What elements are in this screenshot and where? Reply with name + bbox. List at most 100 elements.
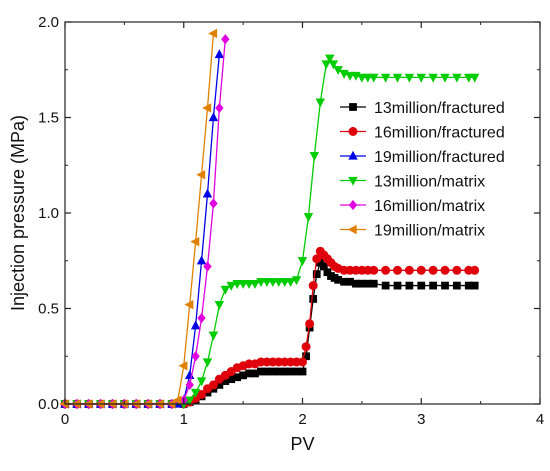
data-point-13million-fractured: [393, 281, 402, 290]
data-point-13million-matrix: [232, 280, 242, 289]
data-point-13million-matrix: [220, 285, 231, 295]
legend-marker: [348, 150, 358, 160]
data-point-13million-matrix: [285, 278, 296, 288]
x-tick-label: 0: [61, 411, 69, 428]
data-point-13million-matrix: [369, 73, 379, 83]
y-axis-label: Injection pressure (MPa): [8, 115, 28, 311]
data-point-16million-matrix: [197, 312, 206, 324]
data-point-13million-fractured: [381, 281, 390, 290]
data-point-16million-fractured: [312, 254, 322, 264]
data-point-16million-fractured: [404, 265, 414, 275]
data-point-13million-fractured: [470, 281, 479, 290]
data-point-13million-matrix: [262, 278, 272, 288]
data-point-13million-matrix: [309, 152, 320, 161]
data-point-13million-fractured: [312, 270, 321, 278]
data-point-13million-matrix: [291, 276, 302, 286]
data-point-13million-matrix: [244, 280, 254, 289]
data-point-13million-matrix: [416, 73, 426, 83]
data-point-13million-matrix: [274, 278, 284, 288]
data-point-16million-matrix: [203, 261, 212, 272]
series-line-16million-fractured: [65, 250, 475, 405]
data-point-16million-fractured: [305, 319, 315, 329]
data-point-16million-fractured: [416, 265, 426, 275]
data-point-19million-fractured: [190, 320, 201, 330]
data-point-13million-matrix: [268, 278, 278, 288]
data-point-13million-fractured: [369, 279, 378, 288]
x-tick-label: 3: [417, 411, 425, 428]
data-point-19million-fractured: [214, 49, 225, 59]
data-point-13million-matrix: [184, 396, 195, 406]
data-point-13million-matrix: [214, 301, 225, 310]
data-point-13million-matrix: [208, 331, 219, 341]
data-point-16million-fractured: [381, 265, 391, 275]
series-19million-fractured: [60, 49, 225, 408]
data-point-13million-fractured: [309, 295, 318, 303]
series-16million-fractured: [60, 246, 480, 409]
data-point-19million-matrix: [172, 395, 182, 405]
series-19million-matrix: [59, 28, 218, 409]
data-point-13million-fractured: [429, 281, 437, 290]
data-point-16million-fractured: [208, 380, 218, 390]
data-point-16million-fractured: [369, 265, 379, 275]
legend-marker: [348, 199, 358, 211]
data-point-13million-matrix: [250, 280, 260, 289]
data-point-16million-fractured: [301, 342, 311, 352]
data-point-19million-matrix: [208, 28, 218, 39]
data-point-13million-matrix: [404, 73, 415, 83]
x-axis-label: PV: [290, 434, 314, 454]
series-16million-matrix: [60, 34, 230, 410]
data-point-16million-matrix: [209, 198, 218, 209]
data-point-13million-matrix: [202, 358, 213, 368]
legend-label: 16million/fractured: [374, 125, 505, 142]
data-point-13million-matrix: [238, 280, 248, 289]
data-point-19million-matrix: [184, 299, 194, 310]
x-tick-label: 2: [298, 411, 306, 428]
data-point-19million-matrix: [190, 236, 200, 247]
data-point-16million-fractured: [428, 265, 438, 275]
x-tick-label: 4: [536, 411, 544, 428]
y-tick-label: 0.5: [38, 301, 59, 318]
data-point-16million-matrix: [191, 351, 200, 362]
y-tick-label: 2.0: [38, 14, 59, 31]
y-tick-label: 1.5: [38, 110, 59, 127]
data-point-13million-matrix: [392, 73, 403, 83]
data-point-13million-matrix: [190, 388, 201, 398]
series-line-19million-matrix: [65, 33, 215, 405]
data-point-19million-fractured: [202, 188, 213, 198]
legend-item-16million-fractured: 16million/fractured: [340, 125, 505, 142]
legend: 13million/fractured 16million/fractured 19…: [340, 100, 505, 240]
data-point-13million-fractured: [405, 281, 414, 290]
y-tick-label: 1.0: [38, 205, 59, 222]
data-point-13million-matrix: [428, 73, 438, 83]
data-point-13million-matrix: [297, 257, 308, 267]
legend-label: 13million/fractured: [374, 100, 505, 117]
data-point-19million-matrix: [202, 103, 212, 113]
data-point-13million-matrix: [315, 98, 326, 108]
legend-item-16million-matrix: 16million/matrix: [340, 198, 485, 215]
x-tick-label: 1: [180, 411, 188, 428]
legend-label: 13million/matrix: [374, 174, 485, 191]
data-point-19million-fractured: [208, 112, 219, 122]
data-point-16million-fractured: [297, 357, 307, 367]
series-line-16million-matrix: [65, 39, 226, 405]
data-point-13million-matrix: [357, 73, 367, 83]
data-point-16million-matrix: [185, 379, 194, 390]
data-point-13million-matrix: [196, 377, 207, 387]
data-point-13million-fractured: [417, 281, 426, 290]
data-point-16million-fractured: [440, 265, 450, 275]
data-point-13million-matrix: [345, 71, 355, 81]
data-point-13million-matrix: [380, 73, 391, 83]
data-point-19million-matrix: [178, 361, 188, 371]
data-point-19million-matrix: [196, 170, 206, 180]
axis-layer: 0 1 2 3 4 0.0 0.5 1.0 1.5 2.0: [38, 14, 544, 428]
legend-label: 16million/matrix: [374, 198, 485, 215]
legend-item-19million-fractured: 19million/fractured: [340, 149, 505, 166]
y-tick-label: 0.0: [38, 396, 59, 413]
data-point-19million-fractured: [196, 255, 207, 265]
data-point-13million-matrix: [303, 213, 314, 223]
data-point-13million-matrix: [226, 281, 236, 291]
data-point-13million-fractured: [453, 281, 461, 290]
legend-marker: [347, 224, 357, 235]
legend-label: 19million/fractured: [374, 149, 505, 166]
data-point-16million-fractured: [470, 265, 480, 275]
